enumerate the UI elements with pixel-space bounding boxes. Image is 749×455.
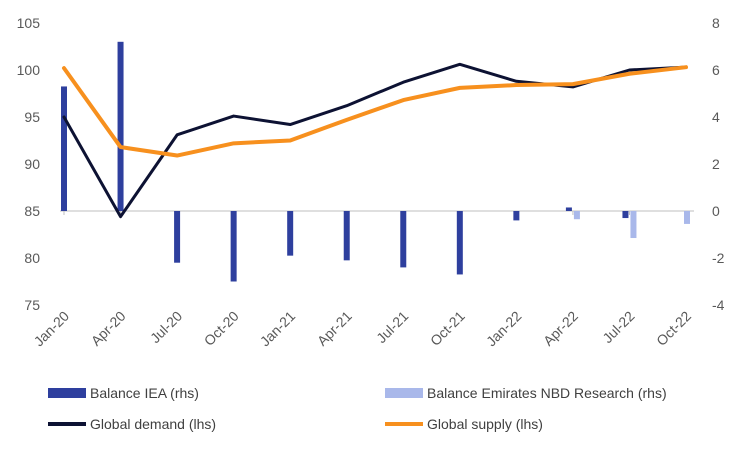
- bar-balance-iea: [117, 41, 124, 211]
- line-point-global-demand: [63, 116, 65, 118]
- bar-balance-enbd: [573, 211, 580, 220]
- x-tick-label: Jul-21: [373, 308, 411, 346]
- line-point-global-demand: [459, 63, 461, 65]
- legend-label: Balance IEA (rhs): [90, 385, 199, 401]
- lines: [62, 62, 688, 219]
- line-point-global-demand: [289, 124, 291, 126]
- y-left-tick-label: 75: [24, 297, 40, 313]
- x-tick-label: Apr-22: [540, 308, 581, 349]
- bar-balance-iea: [622, 211, 629, 219]
- legend-label: Balance Emirates NBD Research (rhs): [427, 385, 667, 401]
- line-point-global-supply: [628, 73, 630, 75]
- line-point-global-supply: [685, 66, 687, 68]
- x-tick-label: Jan-21: [257, 308, 299, 350]
- line-point-global-supply: [233, 142, 235, 144]
- line-point-global-supply: [459, 87, 461, 89]
- legend-label: Global supply (lhs): [427, 416, 543, 432]
- line-point-global-supply: [572, 83, 574, 85]
- line-point-global-demand: [572, 86, 574, 88]
- x-tick-label: Jan-20: [31, 308, 73, 350]
- y-left-tick-label: 80: [24, 250, 40, 266]
- y-right-tick-label: 4: [712, 109, 720, 125]
- bar-balance-iea: [343, 211, 350, 261]
- y-right-tick-label: -4: [712, 297, 725, 313]
- bar-balance-iea: [513, 211, 520, 221]
- y-right-tick-label: 8: [712, 15, 720, 31]
- line-point-global-supply: [289, 140, 291, 141]
- x-tick-label: Oct-20: [201, 308, 242, 349]
- bar-balance-iea: [456, 211, 463, 275]
- line-point-global-demand: [402, 81, 404, 83]
- bar-balance-iea: [230, 211, 237, 282]
- line-point-global-demand: [120, 216, 122, 218]
- y-left-tick-label: 95: [24, 109, 40, 125]
- line-point-global-demand: [176, 134, 178, 136]
- x-tick-label: Jul-22: [599, 308, 637, 346]
- bar-balance-enbd: [684, 211, 690, 224]
- bar-balance-iea: [565, 207, 572, 211]
- legend-swatch: [385, 388, 423, 398]
- bar-balance-iea: [287, 211, 294, 256]
- x-tick-label: Jul-20: [147, 308, 185, 346]
- bar-balance-iea: [174, 211, 181, 263]
- line-point-global-supply: [402, 99, 404, 101]
- x-tick-label: Oct-22: [653, 308, 694, 349]
- x-tick-label: Apr-20: [88, 308, 129, 349]
- line-point-global-demand: [233, 115, 235, 117]
- line-point-global-supply: [515, 84, 517, 86]
- y-right-tick-label: 6: [712, 62, 720, 78]
- bar-balance-iea: [61, 86, 67, 211]
- y-right-tick-label: 0: [712, 203, 720, 219]
- legend-swatch: [48, 388, 86, 398]
- legend: Balance IEA (rhs) Balance Emirates NBD Re…: [48, 385, 667, 432]
- line-point-global-supply: [63, 67, 65, 69]
- bars: [61, 41, 690, 282]
- x-tick-label: Oct-21: [427, 308, 468, 349]
- line-global-supply: [62, 65, 688, 158]
- y-right-tick-label: -2: [712, 250, 725, 266]
- line-global-demand: [62, 62, 688, 219]
- x-tick-label: Apr-21: [314, 308, 355, 349]
- y-left-tick-label: 90: [24, 156, 40, 172]
- line-point-global-supply: [120, 146, 122, 148]
- bar-balance-enbd: [630, 211, 637, 239]
- bar-balance-iea: [400, 211, 407, 268]
- legend-label: Global demand (lhs): [90, 416, 216, 432]
- line-point-global-demand: [628, 69, 630, 71]
- line-point-global-demand: [515, 80, 517, 82]
- y-right-tick-label: 2: [712, 156, 720, 172]
- line-point-global-supply: [346, 119, 348, 121]
- y-left-tick-label: 85: [24, 203, 40, 219]
- y-left-tick-label: 105: [17, 15, 41, 31]
- line-point-global-demand: [346, 105, 348, 107]
- line-point-global-supply: [176, 155, 178, 157]
- y-left-tick-label: 100: [17, 62, 41, 78]
- x-tick-label: Jan-22: [483, 308, 525, 350]
